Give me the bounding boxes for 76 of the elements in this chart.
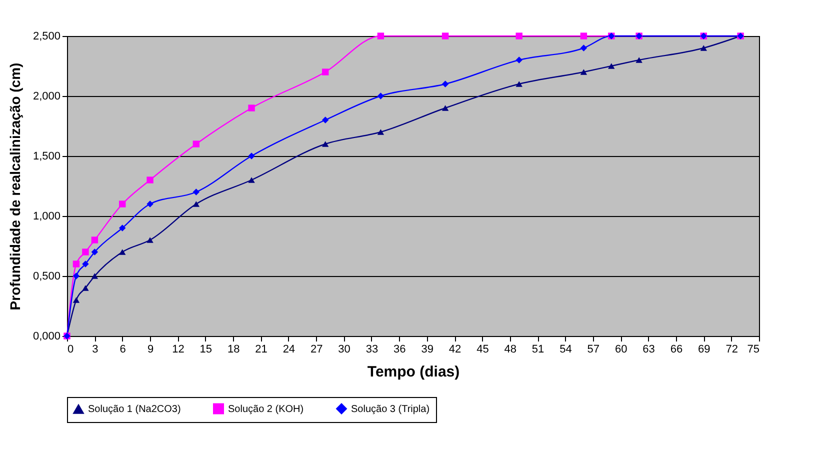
point	[322, 141, 329, 147]
point	[580, 44, 588, 52]
x-tick-label: 66	[670, 344, 683, 356]
x-tick-label: 9	[147, 344, 154, 356]
point	[322, 116, 329, 124]
x-tick-label: 42	[448, 344, 462, 356]
point	[119, 224, 126, 232]
x-axis-title: Tempo (dias)	[367, 364, 460, 380]
point	[442, 105, 449, 111]
y-tick-label: 1,500	[32, 150, 60, 162]
point	[580, 69, 588, 75]
x-tick-label: 75	[747, 344, 760, 356]
point	[248, 177, 255, 183]
point	[442, 32, 449, 40]
point	[91, 273, 98, 279]
point	[119, 249, 126, 255]
point	[91, 248, 98, 256]
x-tick-label: 27	[310, 344, 323, 356]
point	[72, 272, 80, 280]
x-tick-label: 24	[282, 344, 296, 356]
x-tick-label: 72	[726, 344, 738, 356]
legend-label: Solução 2 (KOH)	[228, 404, 304, 415]
y-tick-label: 2,000	[32, 90, 60, 102]
point	[322, 68, 329, 76]
x-tick-label: 60	[614, 344, 628, 356]
point	[248, 104, 255, 112]
y-tick-label: 2,500	[32, 30, 60, 42]
x-tick-label: 15	[200, 344, 212, 356]
x-tick-label: 33	[366, 344, 378, 356]
point	[72, 260, 80, 268]
x-tick-label: 57	[587, 344, 600, 356]
point	[248, 152, 255, 160]
x-tick-label: 12	[172, 344, 184, 356]
point	[192, 188, 200, 196]
point	[580, 32, 588, 40]
point	[636, 57, 642, 63]
point	[442, 80, 449, 88]
point	[119, 200, 126, 208]
point	[146, 176, 154, 184]
point	[146, 237, 154, 243]
x-tick-label: 63	[642, 344, 655, 356]
x-tick-label: 30	[338, 344, 350, 356]
point	[192, 140, 200, 148]
legend-label: Solução 3 (Tripla)	[351, 404, 430, 415]
legend-label: Solução 1 (Na2CO3)	[88, 404, 181, 416]
point	[608, 63, 615, 69]
point	[377, 32, 384, 40]
point	[516, 81, 522, 87]
point	[82, 285, 89, 291]
x-tick-label: 39	[421, 344, 434, 356]
x-tick-label: 54	[560, 344, 572, 356]
point	[377, 92, 384, 100]
x-tick-label: 45	[476, 344, 489, 356]
point	[82, 260, 89, 268]
x-tick-label: 3	[92, 344, 98, 356]
x-tick-label: 0	[68, 344, 74, 356]
x-tick-label: 69	[698, 344, 710, 356]
x-tick-label: 21	[255, 344, 268, 356]
point	[516, 56, 522, 64]
point	[82, 248, 89, 256]
x-tick-label: 48	[504, 344, 517, 356]
point	[516, 32, 522, 40]
y-tick-label: 0,500	[32, 270, 60, 282]
y-tick-label: 0,000	[32, 330, 60, 342]
y-axis-title: Profundidade de realcalinização (cm)	[6, 62, 23, 310]
point	[72, 297, 80, 303]
point	[146, 200, 154, 208]
x-tick-label: 51	[532, 344, 544, 356]
x-tick-label: 18	[227, 344, 240, 356]
x-tick-label: 6	[120, 344, 126, 356]
x-tick-label: 36	[394, 344, 406, 356]
point	[377, 129, 384, 135]
y-tick-label: 1,000	[32, 210, 60, 222]
point	[192, 201, 200, 207]
point	[700, 45, 707, 51]
point	[91, 236, 98, 244]
